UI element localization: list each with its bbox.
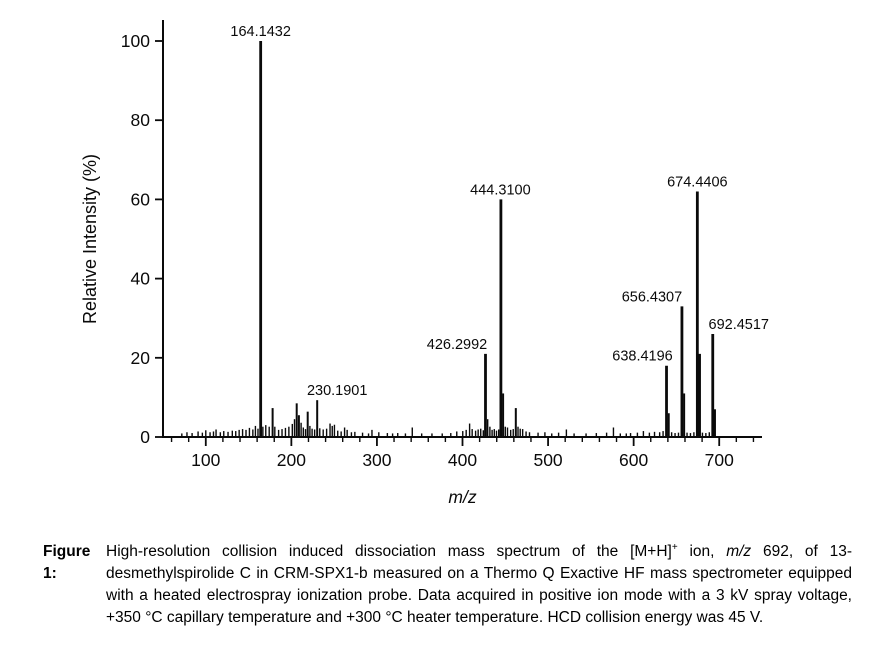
peak-label: 656.4307 [622,289,682,305]
x-tick-label: 700 [705,450,734,470]
x-tick-label: 400 [448,450,477,470]
caption-segment: 692, of 13-desmethylspirolide C in CRM-S… [106,543,852,626]
caption-italic-mz: m/z [726,543,752,560]
peak-label: 230.1901 [307,383,367,399]
caption-superscript: + [671,541,678,553]
mass-spectrum-chart: 0 20 40 60 80 100 100 200 300 400 500 600 700 Relativ… [80,20,769,507]
y-tick-label: 60 [131,189,151,209]
peak-label: 638.4196 [612,349,672,365]
y-tick-label: 20 [131,348,151,368]
y-tick-label: 40 [131,269,151,289]
figure-caption-text: High-resolution collision induced dissoc… [106,541,852,629]
y-tick-label: 100 [121,31,150,51]
x-tick-label: 500 [533,450,562,470]
y-tick-label: 0 [140,427,150,447]
x-tick-label: 300 [362,450,391,470]
peak-label: 444.3100 [470,182,530,198]
x-tick-label: 200 [277,450,306,470]
peak-label: 164.1432 [230,24,290,40]
caption-segment: ion, [677,543,727,560]
peak-label: 692.4517 [709,317,769,333]
figure-caption-label: Figure 1: [43,543,91,582]
y-tick-label: 80 [131,110,151,130]
caption-segment: High-resolution collision induced dissoc… [106,543,672,560]
y-axis-title: Relative Intensity (%) [80,154,100,324]
figure-caption: Figure 1: High-resolution collision indu… [43,541,853,629]
x-axis-title: m/z [448,487,476,507]
peak-label: 426.2992 [427,337,487,353]
x-tick-label: 100 [191,450,220,470]
peak-label: 674.4406 [667,174,727,190]
x-tick-label: 600 [619,450,648,470]
